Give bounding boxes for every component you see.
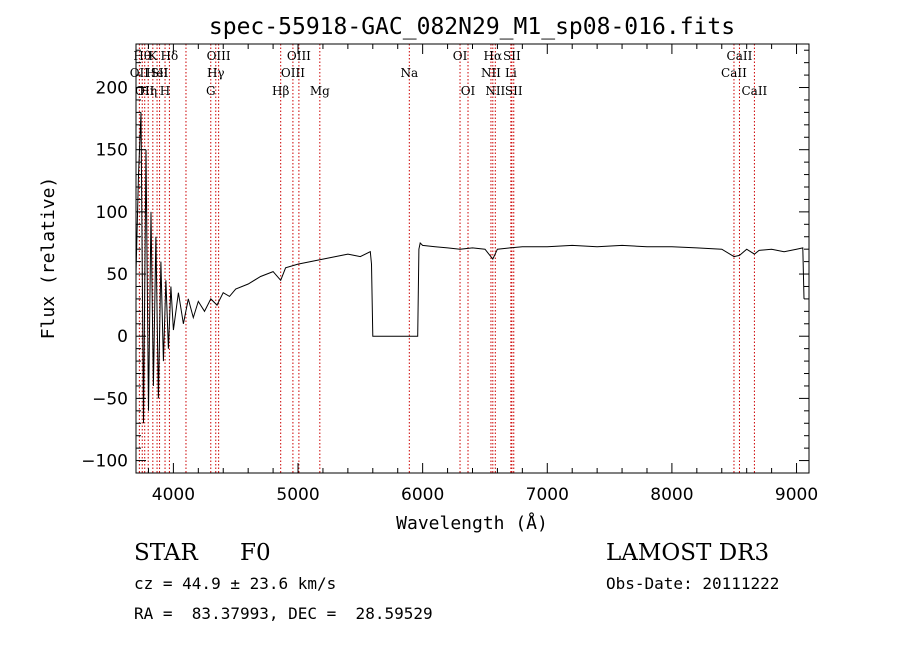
x-axis-ticks: 4000 5000 6000 7000 8000 9000 — [147, 44, 818, 505]
line-marker-label: Hγ — [207, 66, 225, 80]
x-tick-label: 9000 — [775, 485, 818, 505]
y-tick-label: 0 — [117, 327, 128, 347]
chart-title: spec-55918-GAC_082N29_M1_sp08-016.fits — [209, 14, 735, 40]
emission-line-markers — [138, 44, 755, 473]
y-tick-label: 100 — [96, 203, 128, 223]
object-subclass: F0 — [240, 540, 271, 566]
line-marker-label: Hδ — [161, 49, 179, 63]
line-marker-label: CaII — [721, 66, 747, 80]
line-marker-label: Hη — [139, 84, 157, 98]
spectrum-chart: spec-55918-GAC_082N29_M1_sp08-016.fits O… — [38, 14, 818, 534]
x-tick-label: 4000 — [152, 485, 195, 505]
line-marker-label: NII — [481, 66, 501, 80]
y-axis-label: Flux (relative) — [38, 177, 59, 340]
object-class: STAR — [134, 540, 198, 566]
line-marker-label: Li — [505, 66, 517, 80]
plot-frame — [135, 43, 810, 474]
y-tick-label: −50 — [92, 389, 128, 409]
line-marker-label: SII — [151, 66, 169, 80]
spectrum-series-line — [135, 112, 805, 424]
x-axis-label: Wavelength (Å) — [396, 512, 548, 534]
line-marker-label: OI — [461, 84, 476, 98]
emission-line-labels: OIIHθOIIHηKHeISIIHHδGHγOIIIHβOIIIOIIIMgN… — [130, 49, 768, 98]
obs-date-text: Obs-Date: 20111222 — [606, 574, 780, 593]
line-marker-label: SII — [503, 49, 521, 63]
line-marker-label: Mg — [310, 84, 330, 98]
line-marker-label: Hβ — [272, 84, 289, 98]
line-marker-label: NII — [485, 84, 505, 98]
x-tick-label: 7000 — [526, 485, 569, 505]
line-marker-label: H — [160, 84, 170, 98]
line-marker-label: Hα — [484, 49, 503, 63]
y-tick-label: 150 — [96, 141, 128, 161]
y-tick-label: 50 — [106, 265, 128, 285]
line-marker-label: Hθ — [133, 49, 151, 63]
line-marker-label: G — [206, 84, 216, 98]
y-tick-label: −100 — [81, 452, 128, 472]
line-marker-label: Na — [400, 66, 418, 80]
x-tick-label: 8000 — [650, 485, 693, 505]
line-marker-label: OI — [453, 49, 468, 63]
line-marker-label: HeI — [146, 66, 169, 80]
line-marker-label: OII — [130, 66, 150, 80]
x-tick-label: 5000 — [276, 485, 319, 505]
line-marker-label: CaII — [741, 84, 767, 98]
survey-name: LAMOST DR3 — [606, 540, 770, 566]
line-marker-label: OIII — [287, 49, 311, 63]
y-axis-ticks: −100 −50 0 50 100 150 200 — [81, 49, 809, 472]
x-tick-label: 6000 — [401, 485, 444, 505]
line-marker-label: SII — [505, 84, 523, 98]
y-tick-label: 200 — [96, 79, 128, 99]
line-marker-label: OIII — [281, 66, 305, 80]
line-marker-label: CaII — [727, 49, 753, 63]
coordinates-text: RA = 83.37993, DEC = 28.59529 — [134, 604, 433, 623]
line-marker-label: OIII — [207, 49, 231, 63]
line-marker-label: K — [148, 49, 158, 63]
redshift-text: cz = 44.9 ± 23.6 km/s — [134, 574, 337, 593]
